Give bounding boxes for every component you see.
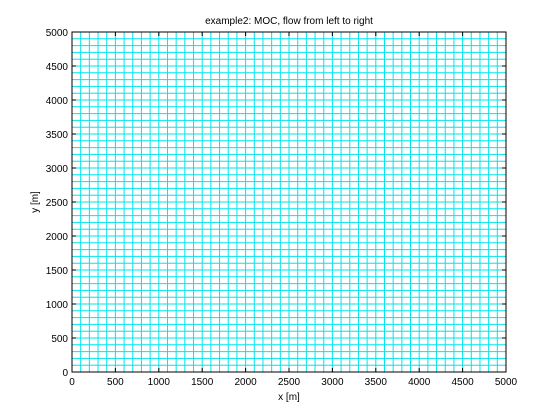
x-tick-label: 1000 — [148, 377, 171, 388]
y-tick-label: 4000 — [46, 96, 69, 107]
mesh-lines — [71, 31, 507, 373]
x-tick-label: 2500 — [278, 377, 301, 388]
x-tick-label: 5000 — [495, 377, 518, 388]
y-tick-label: 5000 — [46, 28, 69, 39]
x-ticks: 0 500 1000 1500 2000 2500 3000 3500 4000 4500 5000 — [69, 32, 518, 388]
x-axis-label: x [m] — [278, 392, 300, 403]
y-tick-label: 1000 — [46, 300, 69, 311]
x-tick-label: 500 — [107, 377, 124, 388]
x-tick-label: 1500 — [191, 377, 214, 388]
x-tick-label: 3500 — [365, 377, 388, 388]
y-axis-label: y [m] — [30, 191, 41, 213]
y-tick-label: 3000 — [46, 164, 69, 175]
chart-title: example2: MOC, flow from left to right — [205, 16, 373, 27]
x-tick-label: 0 — [69, 377, 75, 388]
y-tick-label: 3500 — [46, 130, 69, 141]
y-tick-label: 4500 — [46, 62, 69, 73]
y-tick-label: 500 — [51, 334, 68, 345]
x-tick-label: 2000 — [234, 377, 257, 388]
y-tick-label: 2500 — [46, 198, 69, 209]
y-tick-label: 0 — [62, 368, 68, 379]
y-ticks: 0 500 1000 1500 2000 2500 3000 3500 4000 4500 5000 — [46, 28, 506, 379]
x-tick-label: 4500 — [451, 377, 474, 388]
x-tick-label: 3000 — [321, 377, 344, 388]
x-tick-label: 4000 — [408, 377, 431, 388]
y-tick-label: 2000 — [46, 232, 69, 243]
y-tick-label: 1500 — [46, 266, 69, 277]
